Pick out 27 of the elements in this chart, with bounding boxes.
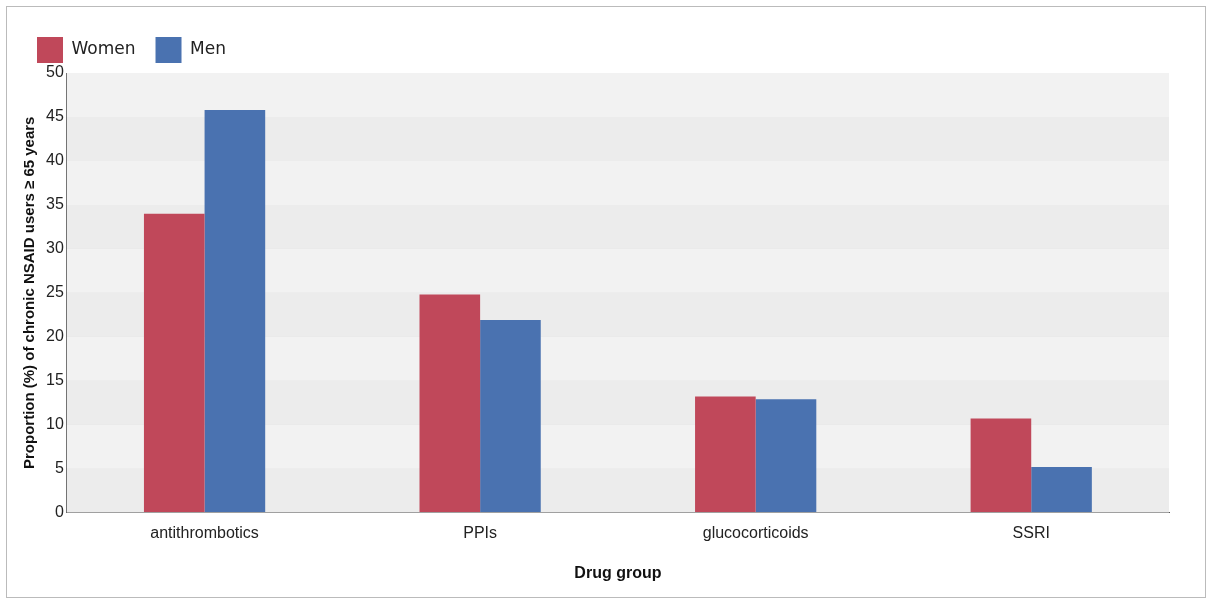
bar [143,213,205,513]
y-tick-label: 25 [46,283,64,301]
bar [970,418,1032,513]
y-tick-label: 15 [46,371,64,389]
y-axis-title: Proportion (%) of chronic NSAID users ≥ 65 years [20,116,38,470]
y-tick-label: 30 [46,239,64,257]
x-tick-label: antithrombotics [150,523,259,541]
y-tick-label: 35 [46,195,64,213]
x-tick-label: PPIs [463,523,498,541]
x-tick-label: glucocorticoids [702,523,809,541]
y-tick-label: 40 [46,151,64,169]
legend-label: Men [190,38,226,59]
bar [755,399,817,513]
bar [1031,466,1092,513]
y-tick-label: 20 [46,327,64,345]
y-tick-label: 10 [46,415,64,433]
legend-label: Women [71,38,136,59]
bar [204,109,266,513]
y-tick-label: 50 [46,63,64,81]
y-tick-label: 0 [54,503,64,521]
y-tick-label: 45 [46,107,64,125]
x-tick-label: SSRI [1012,523,1050,541]
bar [480,320,541,513]
x-axis-title: Drug group [574,563,662,581]
y-tick-label: 5 [54,459,64,477]
bar [695,396,756,513]
bar [419,294,481,513]
